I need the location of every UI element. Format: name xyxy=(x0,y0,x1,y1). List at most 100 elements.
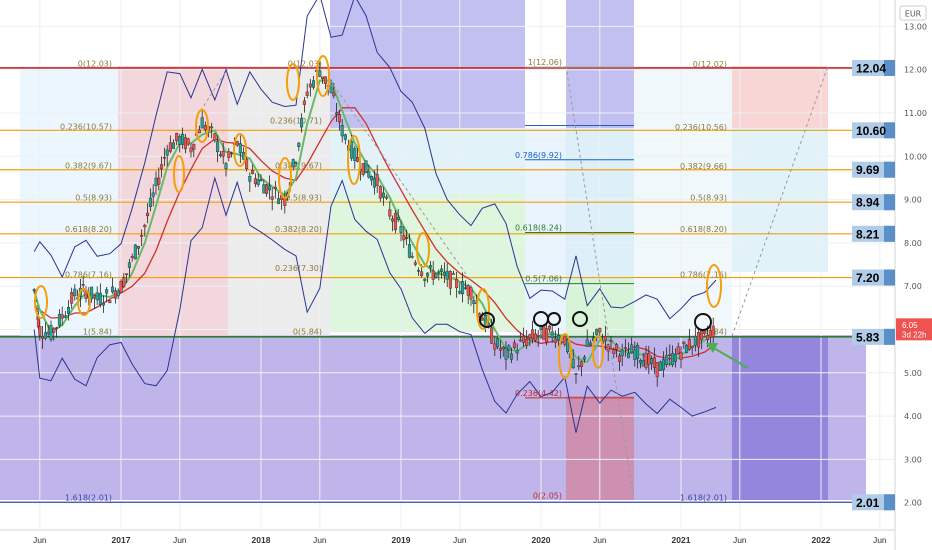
black-circle-annotation xyxy=(547,312,561,326)
candle-body xyxy=(270,196,274,200)
candle-body xyxy=(49,325,53,340)
level-boxes: 12.04 10.60 9.69 8.94 8.21 7.20 5.83 2.01 xyxy=(852,59,895,511)
candle-body xyxy=(308,83,312,88)
fib-level-label: 0.5(8.93) xyxy=(285,194,322,203)
price-tick-label: 8.00 xyxy=(904,239,922,248)
candle-body xyxy=(574,373,578,375)
price-axis[interactable]: 13.0012.0011.0010.009.008.007.006.005.00… xyxy=(894,0,927,550)
lower-purple-zone xyxy=(0,335,866,500)
level-value-label: 5.83 xyxy=(856,330,880,344)
candle-body xyxy=(671,353,675,365)
fib-level-label: 0.618(8.20) xyxy=(65,225,112,234)
candle-body xyxy=(305,91,309,96)
time-axis[interactable]: Jun 2017 Jun 2018 Jun 2019 Jun 2020 Jun 2021 Jun 20… xyxy=(0,529,895,545)
candle-body xyxy=(507,345,511,351)
candle-body xyxy=(557,335,561,341)
candle-body xyxy=(455,278,459,289)
time-tick-label: 2021 xyxy=(672,535,691,545)
red-zone-2022 xyxy=(732,66,828,128)
fib-level-label: 1(12.06) xyxy=(528,58,562,67)
fib-level-label: 0.236(10.56) xyxy=(675,123,727,132)
candle-body xyxy=(547,325,551,330)
candle-body xyxy=(490,327,494,344)
fib-level-label: 0(2.05) xyxy=(533,492,562,501)
candle-body xyxy=(210,126,214,129)
price-tick-label: 10.00 xyxy=(904,152,927,161)
candle-body xyxy=(690,345,694,348)
candle-body xyxy=(248,175,252,182)
candle-body xyxy=(630,344,634,354)
candle-body xyxy=(633,349,637,360)
candle-body xyxy=(496,338,500,348)
candle-body xyxy=(353,148,357,161)
candle-body xyxy=(522,336,526,343)
candle-body xyxy=(367,171,371,178)
candle-body xyxy=(111,286,115,293)
last-price-countdown: 3d 22h xyxy=(902,330,926,339)
candle-body xyxy=(553,338,557,343)
time-tick-label: Jun xyxy=(873,535,887,545)
candle-body xyxy=(370,176,374,181)
candle-body xyxy=(297,142,301,147)
orange-circle-annotation xyxy=(316,55,330,97)
candle-body xyxy=(627,352,631,359)
candle-body xyxy=(417,270,421,272)
candle-body xyxy=(620,349,624,357)
candle-body xyxy=(510,353,514,360)
candle-body xyxy=(133,244,137,260)
time-tick-label: Jun xyxy=(733,535,747,545)
candle-body xyxy=(73,288,77,297)
candle-body xyxy=(498,348,502,351)
candle-body xyxy=(273,186,277,189)
level-box-accent xyxy=(884,59,895,76)
candle-body xyxy=(501,346,505,350)
candle-body xyxy=(323,76,327,84)
candle-body xyxy=(256,179,260,185)
fib-level-label: 0.236(10.57) xyxy=(60,123,112,132)
candle-body xyxy=(105,289,109,294)
candle-body xyxy=(321,76,325,80)
time-tick-label: 2018 xyxy=(252,535,271,545)
candle-body xyxy=(393,213,397,231)
candle-body xyxy=(515,350,519,354)
fib-labels: 0(12.03) 0.236(10.57) 0.382(9.67) 0.5(8.93)… xyxy=(60,58,727,502)
level-box-accent xyxy=(884,161,895,178)
candle-body xyxy=(431,270,435,280)
slow-moving-average xyxy=(33,107,717,360)
candle-body xyxy=(101,302,105,306)
candle-body xyxy=(227,151,231,158)
candle-body xyxy=(378,186,382,199)
candle-body xyxy=(136,246,140,249)
candle-body xyxy=(146,212,150,217)
candle-body xyxy=(407,244,411,258)
candle-body xyxy=(440,268,444,272)
price-tick-label: 4.00 xyxy=(904,412,922,421)
candle-body xyxy=(655,362,659,377)
candle-body xyxy=(200,117,204,129)
level-value-label: 2.01 xyxy=(856,496,880,510)
candle-body xyxy=(148,197,152,208)
candle-body xyxy=(382,192,386,198)
fib-level-label: 0.786(7.16) xyxy=(680,270,727,279)
candle-body xyxy=(647,353,651,365)
projection-dashed-line xyxy=(329,79,471,281)
candle-body xyxy=(95,292,99,301)
candle-body xyxy=(550,331,554,338)
orange-circle-annotation xyxy=(173,155,185,193)
price-tick-label: 3.00 xyxy=(904,455,922,464)
orange-circle-annotation xyxy=(706,264,722,308)
level-box-accent xyxy=(884,269,895,286)
level-value-label: 10.60 xyxy=(856,124,886,138)
candle-body xyxy=(230,152,234,155)
level-value-label: 12.04 xyxy=(856,61,886,75)
candle-body xyxy=(356,157,360,162)
candle-body xyxy=(525,338,529,347)
level-box-accent xyxy=(884,122,895,139)
fib-level-label: 0.382(9.66) xyxy=(680,162,727,171)
candle-body xyxy=(318,70,322,77)
candle-body xyxy=(700,330,704,341)
candle-body xyxy=(143,224,147,228)
candle-body xyxy=(66,307,70,314)
candle-body xyxy=(545,328,549,343)
